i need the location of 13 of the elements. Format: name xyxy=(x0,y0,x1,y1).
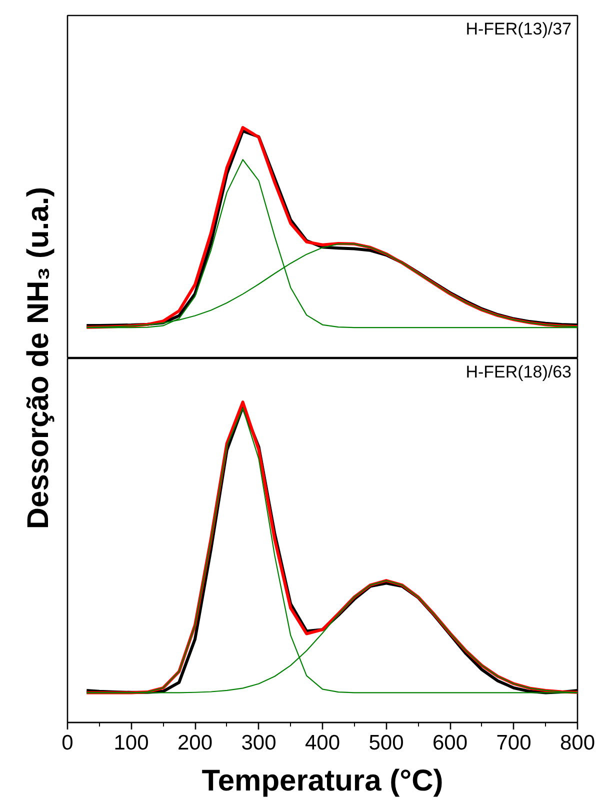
x-tick-label: 200 xyxy=(177,732,213,754)
x-tick-label: 0 xyxy=(62,732,74,754)
x-tick-label: 500 xyxy=(368,732,404,754)
x-tick-label: 100 xyxy=(114,732,149,754)
x-axis-title: Temperatura (°C) xyxy=(202,764,444,798)
x-tick-label: 800 xyxy=(560,732,596,754)
x-tick-label: 400 xyxy=(304,732,340,754)
text: H-FER(18)/63 xyxy=(466,362,572,382)
y-axis-title: Dessorção de NH₃ (u.a.) xyxy=(22,186,55,530)
x-tick-label: 600 xyxy=(432,732,468,754)
x-tick-label: 700 xyxy=(496,732,532,754)
text: H-FER(13)/37 xyxy=(466,20,572,38)
x-tick-label: 300 xyxy=(241,732,276,754)
